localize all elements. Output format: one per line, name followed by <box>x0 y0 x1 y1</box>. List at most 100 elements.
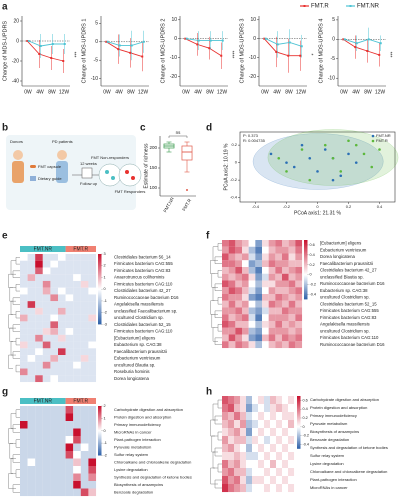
heatmap-cell <box>295 307 303 315</box>
heatmap-cell <box>235 240 243 247</box>
heatmap-cell <box>235 327 243 335</box>
heatmap-cell <box>222 396 229 405</box>
heatmap-cell <box>73 428 81 437</box>
heatmap-cell <box>58 341 66 349</box>
heatmap-cell <box>222 468 229 477</box>
heatmap-cell <box>27 481 36 489</box>
heatmap-cell <box>80 406 89 414</box>
heatmap-cell <box>270 468 277 477</box>
heatmap-cell <box>276 428 283 437</box>
series-line <box>344 38 381 44</box>
heatmap-cell <box>282 484 289 493</box>
heatmap-cell <box>42 361 51 369</box>
heatmap-cell <box>242 246 249 254</box>
heatmap-cell <box>20 314 28 322</box>
heatmap-cell <box>35 488 43 497</box>
row-label: Firmicutes bacterium CAG:83 <box>320 315 377 320</box>
heatmap-cell <box>73 334 81 342</box>
row-label: Faecalibacterium prausnitzii <box>320 261 373 266</box>
heatmap-cell <box>275 321 283 328</box>
heatmap-cell <box>88 274 97 281</box>
heatmap-cell <box>252 436 259 445</box>
heatmap-cell <box>58 458 66 467</box>
heatmap-cell <box>235 294 243 301</box>
x-tick-label: FMT.NR <box>162 196 175 213</box>
heatmap-cell <box>275 334 283 342</box>
heatmap-cell <box>65 451 74 459</box>
heatmap-cell <box>50 361 59 369</box>
colorbar-label: 0 <box>104 429 106 433</box>
heatmap-cell <box>288 396 295 405</box>
heatmap-cell <box>88 307 97 315</box>
heatmap-cell <box>295 253 303 261</box>
heatmap-cell <box>248 240 256 247</box>
point <box>331 178 335 182</box>
heatmap-cell <box>80 254 89 261</box>
heatmap-cell <box>35 473 43 482</box>
heatmap-cell <box>228 287 236 295</box>
dendrogram <box>8 409 20 493</box>
x-tick-label: 12W <box>296 89 307 95</box>
panel-letter: a <box>2 2 8 13</box>
heatmap-cell <box>288 267 296 274</box>
heatmap-cell <box>65 443 74 452</box>
heatmap-cell <box>234 404 241 413</box>
heatmap-cell <box>42 451 51 459</box>
heatmap-cell <box>35 481 43 489</box>
heatmap-cell <box>228 246 236 254</box>
heatmap-cell <box>65 421 74 429</box>
heatmap-cell <box>73 301 81 308</box>
heatmap-cell <box>42 307 51 315</box>
heatmap-cell <box>88 481 97 489</box>
heatmap-cell <box>35 451 43 459</box>
heatmap-cell <box>255 294 263 301</box>
heatmap-cell <box>65 301 74 308</box>
heatmap-cell <box>88 443 97 452</box>
significance: ns <box>176 130 182 135</box>
heatmap-cell <box>246 420 253 429</box>
significance: *** <box>387 52 393 58</box>
heatmap-cell <box>234 468 241 477</box>
heatmap-cell <box>88 294 97 302</box>
heatmap-cell <box>282 273 289 281</box>
heatmap-cell <box>222 452 229 461</box>
heatmap-cell <box>248 267 256 274</box>
heatmap-cell <box>20 321 28 329</box>
heatmap-cell <box>268 273 276 281</box>
heatmap-cell <box>88 375 97 383</box>
heatmap-cell <box>228 420 235 429</box>
heatmap-cell <box>240 452 247 461</box>
heatmap-cell <box>73 280 81 288</box>
point <box>300 148 304 151</box>
heatmap-cell <box>58 355 66 362</box>
heatmap-cell <box>50 334 59 342</box>
heatmap-cell <box>255 273 263 281</box>
heatmap-cell <box>50 451 59 459</box>
heatmap-cell <box>255 246 263 254</box>
heatmap-cell <box>222 314 229 322</box>
heatmap-cell <box>80 314 89 322</box>
row-label: Synthesis and degradation of ketone bodi… <box>114 474 192 479</box>
row-label: Clostridiales bacterium 56_14 <box>114 255 171 260</box>
heatmap-cell <box>262 246 269 254</box>
heatmap-cell <box>65 375 74 383</box>
row-label: Biosynthesis of ansamycins <box>114 482 163 487</box>
heatmap-cell <box>258 412 265 421</box>
point <box>299 54 302 57</box>
heatmap-cell <box>228 412 235 421</box>
heatmap-cell <box>268 267 276 274</box>
heatmap-cell <box>27 355 36 362</box>
heatmap-cell <box>27 443 36 452</box>
heatmap-cell <box>58 361 66 369</box>
point <box>221 39 224 42</box>
heatmap-cell <box>276 460 283 469</box>
heatmap-cell <box>295 260 303 268</box>
point <box>129 51 132 54</box>
heatmap-cell <box>242 294 249 301</box>
heatmap-cell <box>65 481 74 489</box>
group-label: FMT.NR <box>34 246 53 252</box>
heatmap-cell <box>80 375 89 383</box>
heatmap-cell <box>73 260 81 268</box>
heatmap-cell <box>65 473 74 482</box>
row-label: uncultured Blautia sp. <box>114 362 155 367</box>
